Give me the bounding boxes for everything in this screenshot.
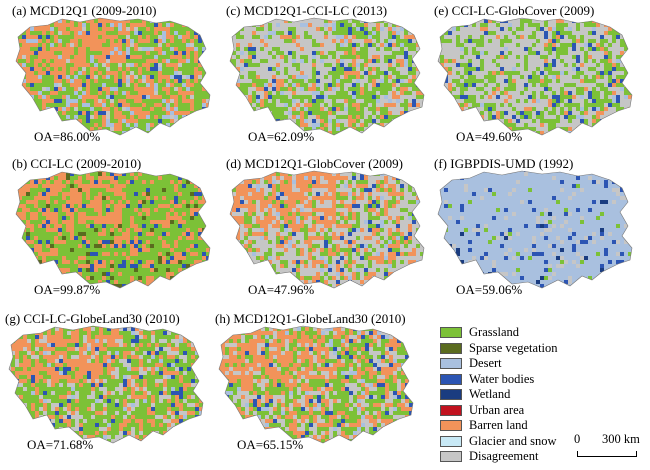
scale-bar: 0 300 km bbox=[574, 432, 644, 462]
legend-swatch bbox=[440, 373, 462, 385]
land-cover-mosaic bbox=[9, 326, 203, 443]
legend-swatch bbox=[440, 451, 462, 462]
region-map bbox=[229, 17, 425, 136]
legend-label: Disagreement bbox=[469, 449, 539, 463]
legend-label: Water bodies bbox=[469, 371, 535, 386]
panel-title: (e) CCI-LC-GlobCover (2009) bbox=[434, 3, 595, 18]
legend-label: Glacier and snow bbox=[469, 433, 557, 448]
region-map bbox=[15, 170, 211, 289]
map-panel-c: (c) MCD12Q1-CCI-LC (2013) OA=62.09% bbox=[224, 3, 434, 155]
legend-label: Sparse vegetation bbox=[469, 340, 558, 355]
legend-swatch bbox=[440, 342, 462, 354]
land-cover-mosaic bbox=[230, 18, 424, 135]
land-cover-mosaic bbox=[438, 18, 632, 135]
overall-accuracy: OA=86.00% bbox=[34, 129, 101, 144]
scale-bar-end-label: 300 km bbox=[602, 432, 640, 446]
legend-label: Urban area bbox=[469, 402, 525, 417]
panel-title: (a) MCD12Q1 (2009-2010) bbox=[12, 3, 157, 18]
map-legend: Grassland Sparse vegetation Desert Water… bbox=[440, 325, 650, 466]
panel-title: (d) MCD12Q1-GlobCover (2009) bbox=[226, 156, 403, 171]
panel-title: (f) IGBPDIS-UMD (1992) bbox=[434, 156, 574, 171]
map-panel-b: (b) CCI-LC (2009-2010) OA=99.87% bbox=[10, 156, 220, 308]
overall-accuracy: OA=47.96% bbox=[248, 282, 315, 297]
map-panel-f: (f) IGBPDIS-UMD (1992) OA=59.06% bbox=[432, 156, 642, 308]
map-panel-e: (e) CCI-LC-GlobCover (2009) OA=49.60% bbox=[432, 3, 642, 155]
region-outline bbox=[218, 325, 414, 444]
panel-title: (g) CCI-LC-GlobeLand30 (2010) bbox=[5, 311, 180, 326]
land-cover-mosaic bbox=[16, 18, 210, 135]
region-outline bbox=[15, 17, 211, 136]
map-panel-h: (h) MCD12Q1-GlobeLand30 (2010) OA=65.15% bbox=[213, 311, 423, 463]
region-map bbox=[229, 170, 425, 289]
region-outline bbox=[437, 17, 633, 136]
legend-swatch bbox=[440, 327, 462, 338]
legend-swatch bbox=[440, 435, 462, 447]
land-cover-mosaic bbox=[16, 171, 210, 288]
region-outline bbox=[437, 170, 633, 289]
overall-accuracy: OA=65.15% bbox=[237, 437, 304, 452]
legend-label: Desert bbox=[469, 356, 502, 370]
overall-accuracy: OA=99.87% bbox=[34, 282, 101, 297]
legend-swatch bbox=[440, 420, 462, 431]
overall-accuracy: OA=62.09% bbox=[248, 129, 315, 144]
legend-label: Wetland bbox=[469, 387, 511, 401]
legend-label: Grassland bbox=[469, 325, 519, 339]
map-panel-d: (d) MCD12Q1-GlobCover (2009) OA=47.96% bbox=[224, 156, 434, 308]
region-outline bbox=[15, 170, 211, 289]
region-outline bbox=[229, 17, 425, 136]
panel-title: (c) MCD12Q1-CCI-LC (2013) bbox=[226, 3, 388, 18]
legend-label: Barren land bbox=[469, 418, 528, 432]
panel-title: (b) CCI-LC (2009-2010) bbox=[12, 156, 142, 171]
scale-bar-start-label: 0 bbox=[574, 432, 581, 446]
region-outline bbox=[229, 170, 425, 289]
region-map bbox=[15, 17, 211, 136]
scale-bar-line bbox=[577, 451, 637, 457]
land-cover-mosaic bbox=[438, 171, 632, 288]
region-outline bbox=[8, 325, 204, 444]
region-map bbox=[8, 325, 204, 444]
legend-swatch bbox=[440, 404, 462, 416]
map-panel-g: (g) CCI-LC-GlobeLand30 (2010) OA=71.68% bbox=[3, 311, 213, 463]
legend-swatch bbox=[440, 389, 462, 400]
region-map bbox=[218, 325, 414, 444]
region-map bbox=[437, 17, 633, 136]
land-cover-mosaic bbox=[230, 171, 424, 288]
region-map bbox=[437, 170, 633, 289]
panel-title: (h) MCD12Q1-GlobeLand30 (2010) bbox=[215, 311, 406, 326]
overall-accuracy: OA=49.60% bbox=[456, 129, 523, 144]
overall-accuracy: OA=59.06% bbox=[456, 282, 523, 297]
overall-accuracy: OA=71.68% bbox=[27, 437, 94, 452]
legend-swatch bbox=[440, 358, 462, 369]
land-cover-mosaic bbox=[219, 326, 413, 443]
map-panel-a: (a) MCD12Q1 (2009-2010) OA=86.00% bbox=[10, 3, 220, 155]
